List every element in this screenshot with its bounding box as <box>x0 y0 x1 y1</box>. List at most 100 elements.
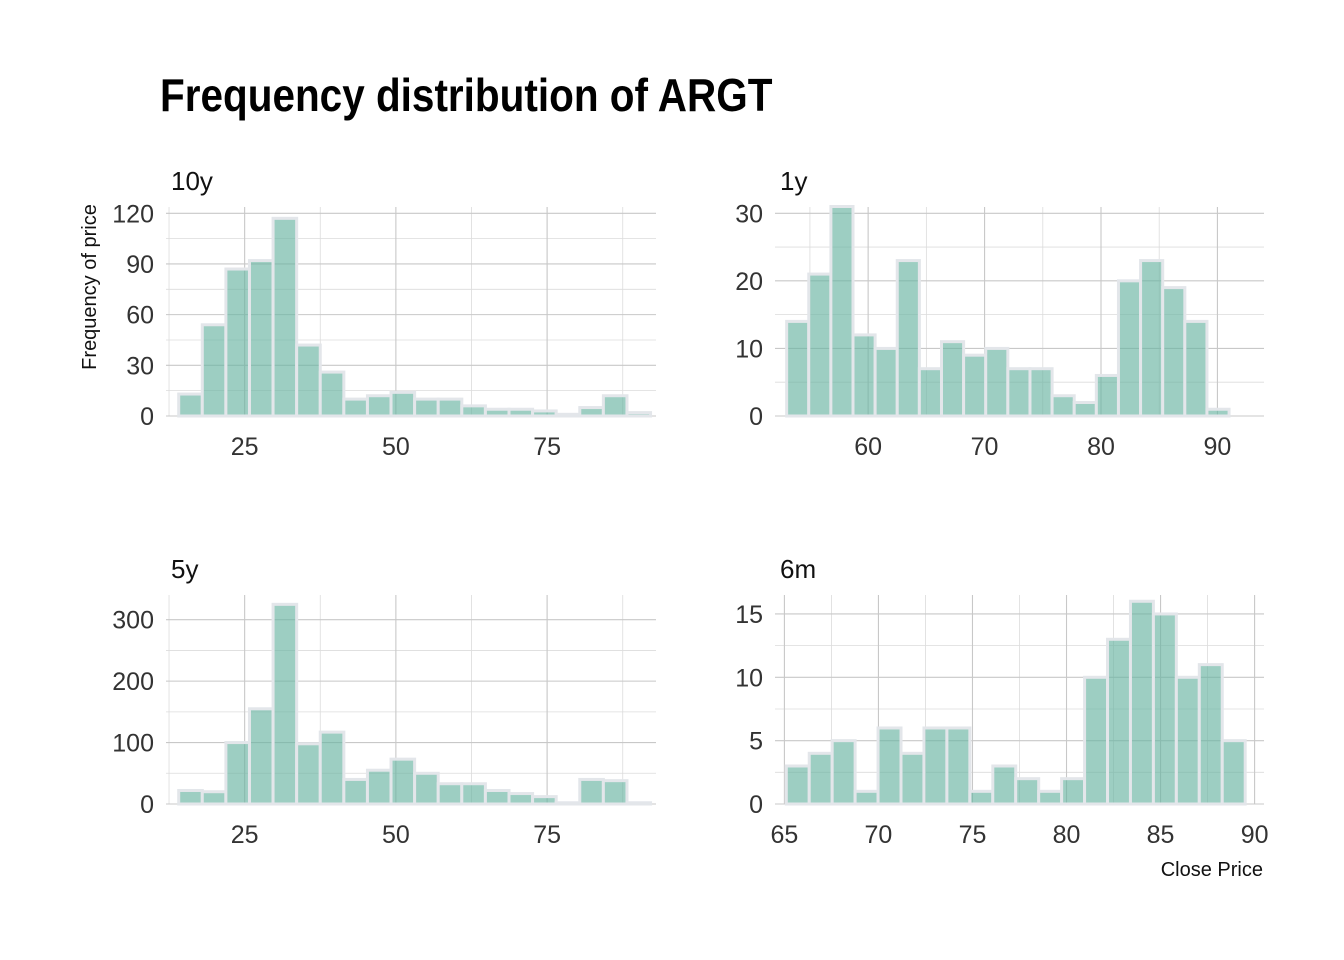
histogram-bar <box>784 764 811 806</box>
histogram-bar <box>271 216 299 418</box>
histogram-bar <box>413 771 440 806</box>
histogram-bar <box>968 789 995 806</box>
histogram-bar <box>939 340 966 418</box>
y-tick-label: 100 <box>112 730 154 758</box>
histogram-bar <box>1072 400 1098 418</box>
histogram-bar <box>1161 286 1187 418</box>
histogram-bar <box>873 346 899 418</box>
x-tick-label: 25 <box>231 821 259 849</box>
histogram-bar <box>853 789 880 806</box>
histogram-bar <box>962 353 988 418</box>
histogram-bar <box>271 602 299 806</box>
histogram-bar <box>1060 777 1087 806</box>
histogram-bar <box>984 346 1010 418</box>
histogram-bar <box>807 751 834 806</box>
histogram-bar <box>578 777 605 806</box>
histogram-bar <box>200 790 228 806</box>
x-tick-label: 70 <box>971 433 999 461</box>
histogram-bar <box>1014 777 1041 806</box>
histogram-bar <box>365 394 393 418</box>
y-tick-label: 60 <box>126 302 154 330</box>
histogram-bar <box>224 741 251 806</box>
panel-1y: 60 70 80 90 0 10 20 30 1y <box>735 166 1264 461</box>
histogram-bar <box>531 409 558 418</box>
panel-title-5y: 5y <box>171 554 198 584</box>
histogram-bar <box>1197 663 1224 806</box>
histogram-bar <box>1006 367 1032 418</box>
histogram-bar <box>785 319 811 418</box>
histogram-bar <box>389 390 417 418</box>
histogram-bar <box>177 788 204 806</box>
y-tick-label: 5 <box>749 728 763 756</box>
histogram-bar <box>1205 407 1231 418</box>
x-tick-label: 25 <box>231 433 259 461</box>
panel-6m: 65 70 75 80 85 90 0 5 10 15 6m <box>735 554 1268 849</box>
x-tick-label: 60 <box>854 433 882 461</box>
histogram-bar <box>1094 373 1120 418</box>
histogram-bar <box>945 726 972 806</box>
panel-10y: 25 50 75 0 30 60 90 120 10y <box>112 166 656 461</box>
y-tick-label: 30 <box>126 352 154 380</box>
y-tick-label: 0 <box>140 791 154 819</box>
histogram-bar <box>917 367 943 418</box>
histogram-bar <box>224 267 251 418</box>
histogram-bar <box>1083 675 1110 806</box>
histogram-bar <box>413 397 440 418</box>
histogram-bar <box>829 205 855 418</box>
x-tick-label: 80 <box>1053 821 1081 849</box>
histogram-bar <box>876 726 903 806</box>
histogram-bar <box>295 343 322 418</box>
x-tick-label: 90 <box>1241 821 1269 849</box>
histogram-bar <box>342 777 369 806</box>
histogram-bar <box>625 411 653 418</box>
y-tick-label: 200 <box>112 668 154 696</box>
histogram-bar <box>899 751 926 806</box>
histogram-bar <box>247 259 275 418</box>
histogram-bar <box>1183 319 1209 418</box>
y-tick-label: 10 <box>735 664 763 692</box>
histogram-bar <box>318 370 346 418</box>
histogram-bar <box>991 764 1018 806</box>
x-tick-label: 85 <box>1147 821 1175 849</box>
histogram-bar <box>436 397 464 418</box>
y-tick-label: 10 <box>735 335 763 363</box>
histogram-bar <box>436 782 464 806</box>
histogram-bar <box>922 726 949 806</box>
histogram-bar <box>1116 279 1143 418</box>
histogram-bar <box>851 333 877 418</box>
x-tick-label: 65 <box>770 821 798 849</box>
y-tick-label: 300 <box>112 607 154 635</box>
y-axis-label: Frequency of price <box>79 204 101 370</box>
histogram-bar <box>483 788 511 806</box>
x-tick-label: 75 <box>959 821 987 849</box>
histogram-bar <box>507 792 535 806</box>
x-tick-label: 50 <box>382 821 410 849</box>
histogram-bar <box>895 259 921 418</box>
histogram-bar <box>625 801 653 806</box>
histogram-bar <box>342 397 369 418</box>
y-tick-label: 15 <box>735 601 763 629</box>
histogram-bar <box>1128 599 1155 806</box>
histogram-bar <box>460 782 487 806</box>
panel-title-1y: 1y <box>780 166 807 196</box>
histogram-bar <box>365 768 393 806</box>
histogram-bar <box>1174 675 1201 806</box>
y-tick-label: 90 <box>126 251 154 279</box>
histogram-bar <box>578 406 605 418</box>
y-tick-label: 0 <box>140 403 154 431</box>
histogram-bar <box>1028 367 1054 418</box>
y-tick-label: 0 <box>749 791 763 819</box>
x-tick-label: 70 <box>865 821 893 849</box>
histogram-bar <box>807 272 833 418</box>
chart-title: Frequency distribution of ARGT <box>160 69 773 121</box>
panel-title-6m: 6m <box>780 554 816 584</box>
histogram-bar <box>507 407 535 418</box>
x-tick-label: 75 <box>533 821 561 849</box>
x-tick-label: 75 <box>533 433 561 461</box>
histogram-bar <box>1037 789 1064 806</box>
histogram-bar <box>1220 739 1247 806</box>
x-tick-label: 50 <box>382 433 410 461</box>
histogram-bar <box>295 742 322 806</box>
histogram-bar <box>177 392 204 418</box>
